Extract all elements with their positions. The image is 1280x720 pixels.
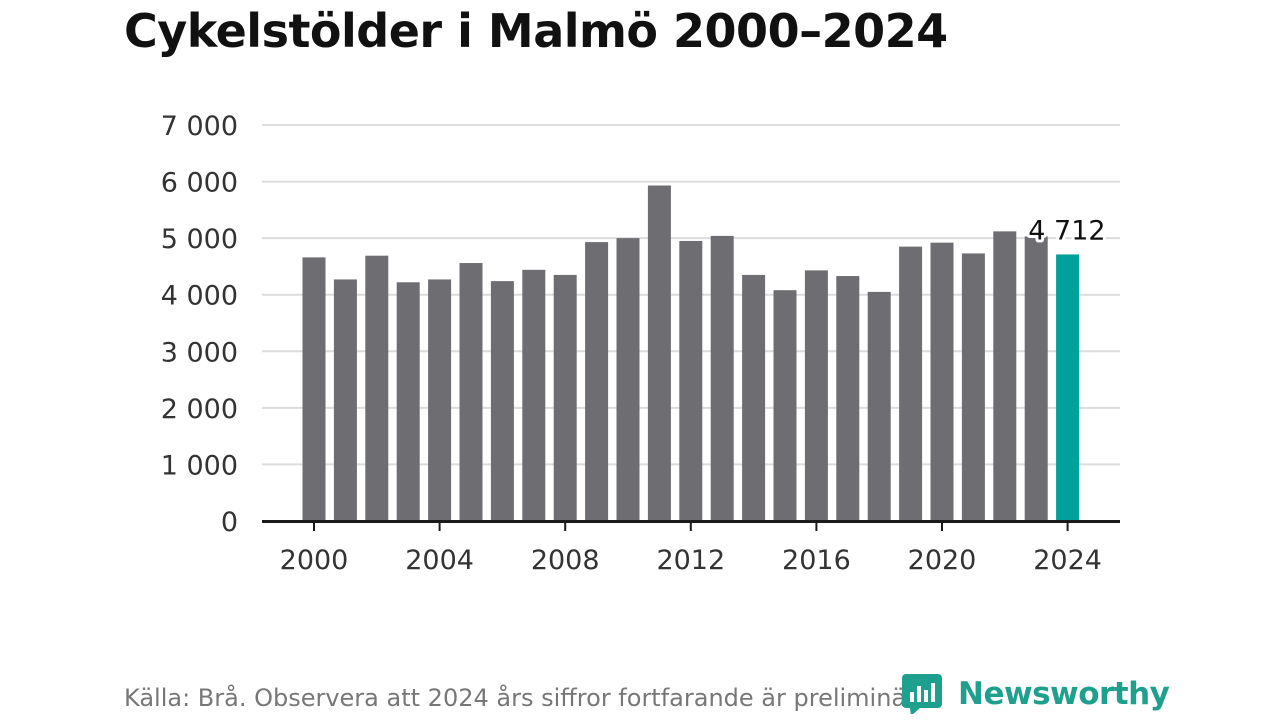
bar-2016	[804, 270, 828, 521]
y-tick-label: 2 000	[161, 394, 238, 425]
bar-2022	[993, 231, 1017, 521]
bar-2010	[616, 238, 640, 521]
bar-2001	[333, 279, 357, 521]
y-tick-label: 7 000	[161, 111, 238, 142]
chart-title: Cykelstölder i Malmö 2000–2024	[124, 4, 948, 58]
x-tick-label: 2008	[531, 545, 600, 576]
y-axis-tick-labels: 0 1 000 2 000 3 000 4 000 5 000 6 000 7 000	[161, 111, 238, 538]
data-label-2024: 4 712	[1028, 215, 1105, 246]
bar-2004	[428, 279, 452, 521]
x-tick-label: 2024	[1033, 545, 1102, 576]
bars	[302, 185, 1080, 522]
bar-2009	[585, 242, 609, 522]
data-labels: 4 712	[1025, 212, 1108, 249]
bar-2023	[1024, 236, 1048, 521]
x-tick-label: 2000	[280, 545, 349, 576]
source-note: Källa: Brå. Observera att 2024 års siffr…	[124, 684, 939, 712]
bar-2020	[930, 242, 954, 521]
x-axis-tick-labels: 2000 2004 2008 2012 2016 2020 2024	[280, 523, 1102, 576]
bar-2008	[553, 274, 577, 521]
y-tick-label: 1 000	[161, 450, 238, 481]
x-tick-label: 2012	[656, 545, 725, 576]
y-tick-label: 6 000	[161, 168, 238, 199]
bar-2003	[396, 282, 420, 521]
bar-2019	[899, 246, 923, 521]
bar-2015	[773, 290, 797, 521]
bar-2024	[1056, 254, 1080, 521]
bar-2000	[302, 257, 326, 521]
bar-2002	[365, 255, 389, 521]
x-tick-label: 2016	[782, 545, 851, 576]
newsworthy-logo-icon	[902, 674, 942, 714]
newsworthy-logo-text: Newsworthy	[958, 676, 1170, 712]
y-tick-label: 3 000	[161, 337, 238, 368]
bar-2011	[647, 185, 671, 521]
bar-2007	[522, 269, 546, 521]
y-tick-label: 5 000	[161, 224, 238, 255]
y-tick-label: 0	[221, 507, 238, 538]
bar-2018	[867, 291, 891, 521]
bar-2021	[961, 253, 985, 521]
newsworthy-logo[interactable]: Newsworthy	[902, 672, 1170, 716]
bar-2017	[836, 276, 860, 521]
bar-2006	[490, 281, 514, 521]
bar-2005	[459, 263, 483, 521]
bar-2013	[710, 235, 734, 521]
bar-chart: 0 1 000 2 000 3 000 4 000 5 000 6 000 7 000 200…	[161, 111, 1120, 576]
x-tick-label: 2004	[405, 545, 474, 576]
bar-2014	[742, 274, 766, 521]
bar-2012	[679, 240, 703, 521]
y-tick-label: 4 000	[161, 281, 238, 312]
x-tick-label: 2020	[908, 545, 977, 576]
